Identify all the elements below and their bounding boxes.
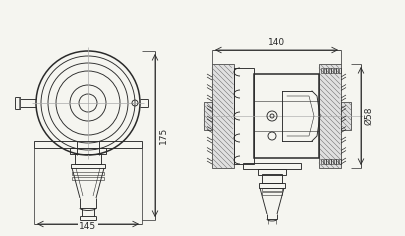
Bar [324, 159, 326, 164]
Bar [19, 97, 20, 109]
Bar [321, 159, 323, 164]
Bar [262, 188, 282, 191]
Bar [328, 159, 330, 164]
Text: Ø58: Ø58 [364, 107, 373, 125]
Bar [331, 68, 333, 73]
Bar [243, 163, 301, 169]
Bar [262, 192, 282, 195]
Bar [72, 172, 104, 175]
Bar [212, 64, 234, 168]
Bar [341, 102, 351, 130]
Bar [262, 174, 282, 183]
Bar [258, 169, 286, 175]
Bar [336, 159, 338, 164]
Bar [339, 68, 341, 73]
Bar [328, 68, 330, 73]
Bar [331, 159, 333, 164]
Bar [259, 183, 285, 188]
Bar [336, 68, 338, 73]
Bar [234, 68, 254, 164]
Bar [321, 68, 323, 73]
Bar [319, 64, 341, 168]
Bar [333, 68, 335, 73]
Text: 140: 140 [268, 38, 285, 47]
Bar [326, 68, 328, 73]
Bar [70, 148, 106, 154]
Bar [333, 159, 335, 164]
Text: 175: 175 [159, 127, 168, 144]
Bar [34, 141, 142, 148]
Bar [324, 68, 326, 73]
Bar [339, 159, 341, 164]
Bar [71, 164, 105, 168]
Text: 145: 145 [79, 222, 96, 231]
Bar [204, 102, 212, 130]
Bar [72, 177, 104, 180]
Bar [75, 154, 101, 164]
Bar [326, 159, 328, 164]
Circle shape [36, 51, 140, 155]
Bar [254, 74, 319, 158]
